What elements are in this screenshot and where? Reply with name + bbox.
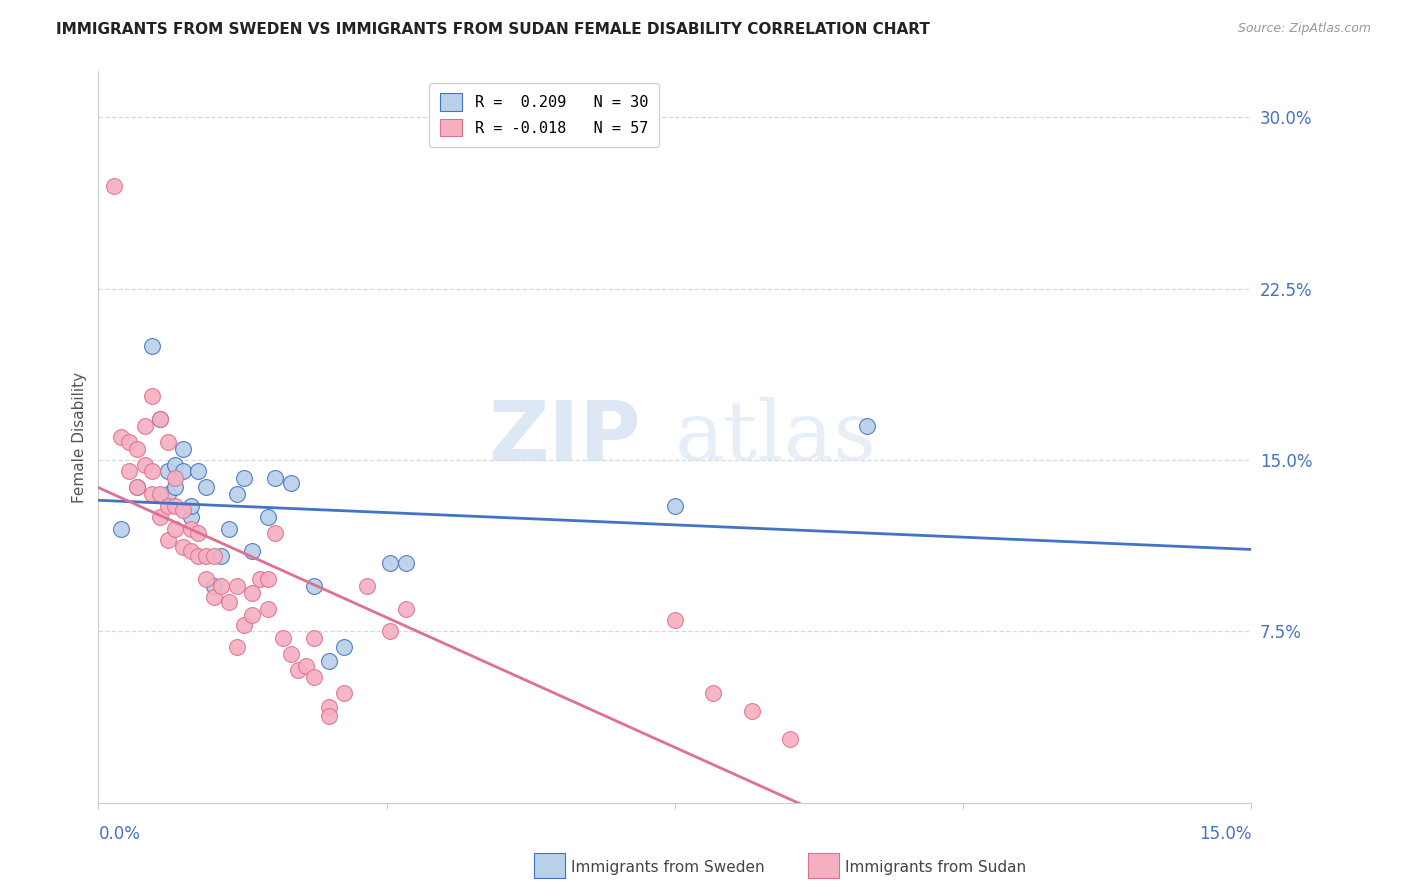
Point bbox=[218, 594, 240, 608]
Point bbox=[395, 556, 418, 570]
Point bbox=[202, 590, 225, 604]
Point bbox=[664, 613, 686, 627]
Point bbox=[180, 544, 202, 558]
Point bbox=[249, 572, 271, 586]
Point bbox=[110, 521, 132, 535]
Point bbox=[172, 464, 194, 478]
Point bbox=[195, 549, 218, 563]
Point bbox=[256, 510, 278, 524]
Point bbox=[156, 533, 179, 547]
Point bbox=[233, 617, 256, 632]
Point bbox=[195, 572, 218, 586]
Point bbox=[165, 499, 187, 513]
Point bbox=[240, 608, 263, 623]
Point bbox=[180, 510, 202, 524]
Point bbox=[664, 499, 686, 513]
Point bbox=[187, 526, 209, 541]
Point bbox=[256, 572, 278, 586]
Point bbox=[156, 434, 179, 449]
Point bbox=[280, 475, 302, 490]
Point bbox=[118, 464, 141, 478]
Point bbox=[172, 540, 194, 554]
Point bbox=[380, 624, 402, 639]
Point bbox=[187, 464, 209, 478]
Point bbox=[202, 549, 225, 563]
Point bbox=[134, 418, 156, 433]
Point bbox=[118, 434, 141, 449]
Point bbox=[295, 658, 318, 673]
Point bbox=[225, 640, 247, 655]
Text: Immigrants from Sweden: Immigrants from Sweden bbox=[571, 860, 765, 874]
Point bbox=[264, 471, 287, 485]
Point bbox=[302, 632, 325, 646]
Point bbox=[225, 579, 247, 593]
Point bbox=[165, 458, 187, 472]
Point bbox=[380, 556, 402, 570]
Point bbox=[141, 487, 163, 501]
Point bbox=[141, 338, 163, 352]
Point bbox=[333, 640, 356, 655]
Point bbox=[156, 464, 179, 478]
Point bbox=[240, 585, 263, 599]
Point bbox=[187, 549, 209, 563]
Point bbox=[125, 480, 148, 494]
Point bbox=[195, 480, 218, 494]
Point bbox=[240, 544, 263, 558]
Point bbox=[180, 499, 202, 513]
Text: 15.0%: 15.0% bbox=[1199, 825, 1251, 843]
Point bbox=[149, 412, 172, 426]
Legend: R =  0.209   N = 30, R = -0.018   N = 57: R = 0.209 N = 30, R = -0.018 N = 57 bbox=[429, 83, 659, 147]
Point bbox=[156, 487, 179, 501]
Point bbox=[302, 579, 325, 593]
Point bbox=[318, 699, 340, 714]
Point bbox=[202, 579, 225, 593]
Point bbox=[395, 601, 418, 615]
Point bbox=[149, 412, 172, 426]
Text: IMMIGRANTS FROM SWEDEN VS IMMIGRANTS FROM SUDAN FEMALE DISABILITY CORRELATION CH: IMMIGRANTS FROM SWEDEN VS IMMIGRANTS FRO… bbox=[56, 22, 931, 37]
Point bbox=[318, 654, 340, 668]
Point bbox=[702, 686, 724, 700]
Y-axis label: Female Disability: Female Disability bbox=[72, 371, 87, 503]
Point bbox=[180, 521, 202, 535]
Point bbox=[134, 458, 156, 472]
Point bbox=[103, 178, 125, 193]
Point bbox=[110, 430, 132, 444]
Text: Immigrants from Sudan: Immigrants from Sudan bbox=[845, 860, 1026, 874]
Point bbox=[156, 499, 179, 513]
Point bbox=[172, 442, 194, 456]
Point bbox=[741, 705, 763, 719]
Point bbox=[356, 579, 378, 593]
Point bbox=[209, 579, 232, 593]
Point bbox=[225, 487, 247, 501]
Point bbox=[172, 503, 194, 517]
Text: atlas: atlas bbox=[675, 397, 877, 477]
Point bbox=[165, 521, 187, 535]
Point bbox=[779, 731, 801, 746]
Point bbox=[287, 663, 309, 677]
Point bbox=[149, 487, 172, 501]
Point bbox=[141, 464, 163, 478]
Point bbox=[165, 480, 187, 494]
Point bbox=[264, 526, 287, 541]
Point bbox=[149, 510, 172, 524]
Point bbox=[256, 601, 278, 615]
Text: Source: ZipAtlas.com: Source: ZipAtlas.com bbox=[1237, 22, 1371, 36]
Point bbox=[125, 442, 148, 456]
Point bbox=[318, 709, 340, 723]
Point bbox=[218, 521, 240, 535]
Point bbox=[280, 647, 302, 661]
Point bbox=[302, 670, 325, 684]
Point bbox=[125, 480, 148, 494]
Point bbox=[333, 686, 356, 700]
Point bbox=[165, 471, 187, 485]
Point bbox=[856, 418, 879, 433]
Point bbox=[271, 632, 294, 646]
Text: 0.0%: 0.0% bbox=[98, 825, 141, 843]
Point bbox=[141, 389, 163, 403]
Text: ZIP: ZIP bbox=[488, 397, 640, 477]
Point bbox=[233, 471, 256, 485]
Point bbox=[209, 549, 232, 563]
